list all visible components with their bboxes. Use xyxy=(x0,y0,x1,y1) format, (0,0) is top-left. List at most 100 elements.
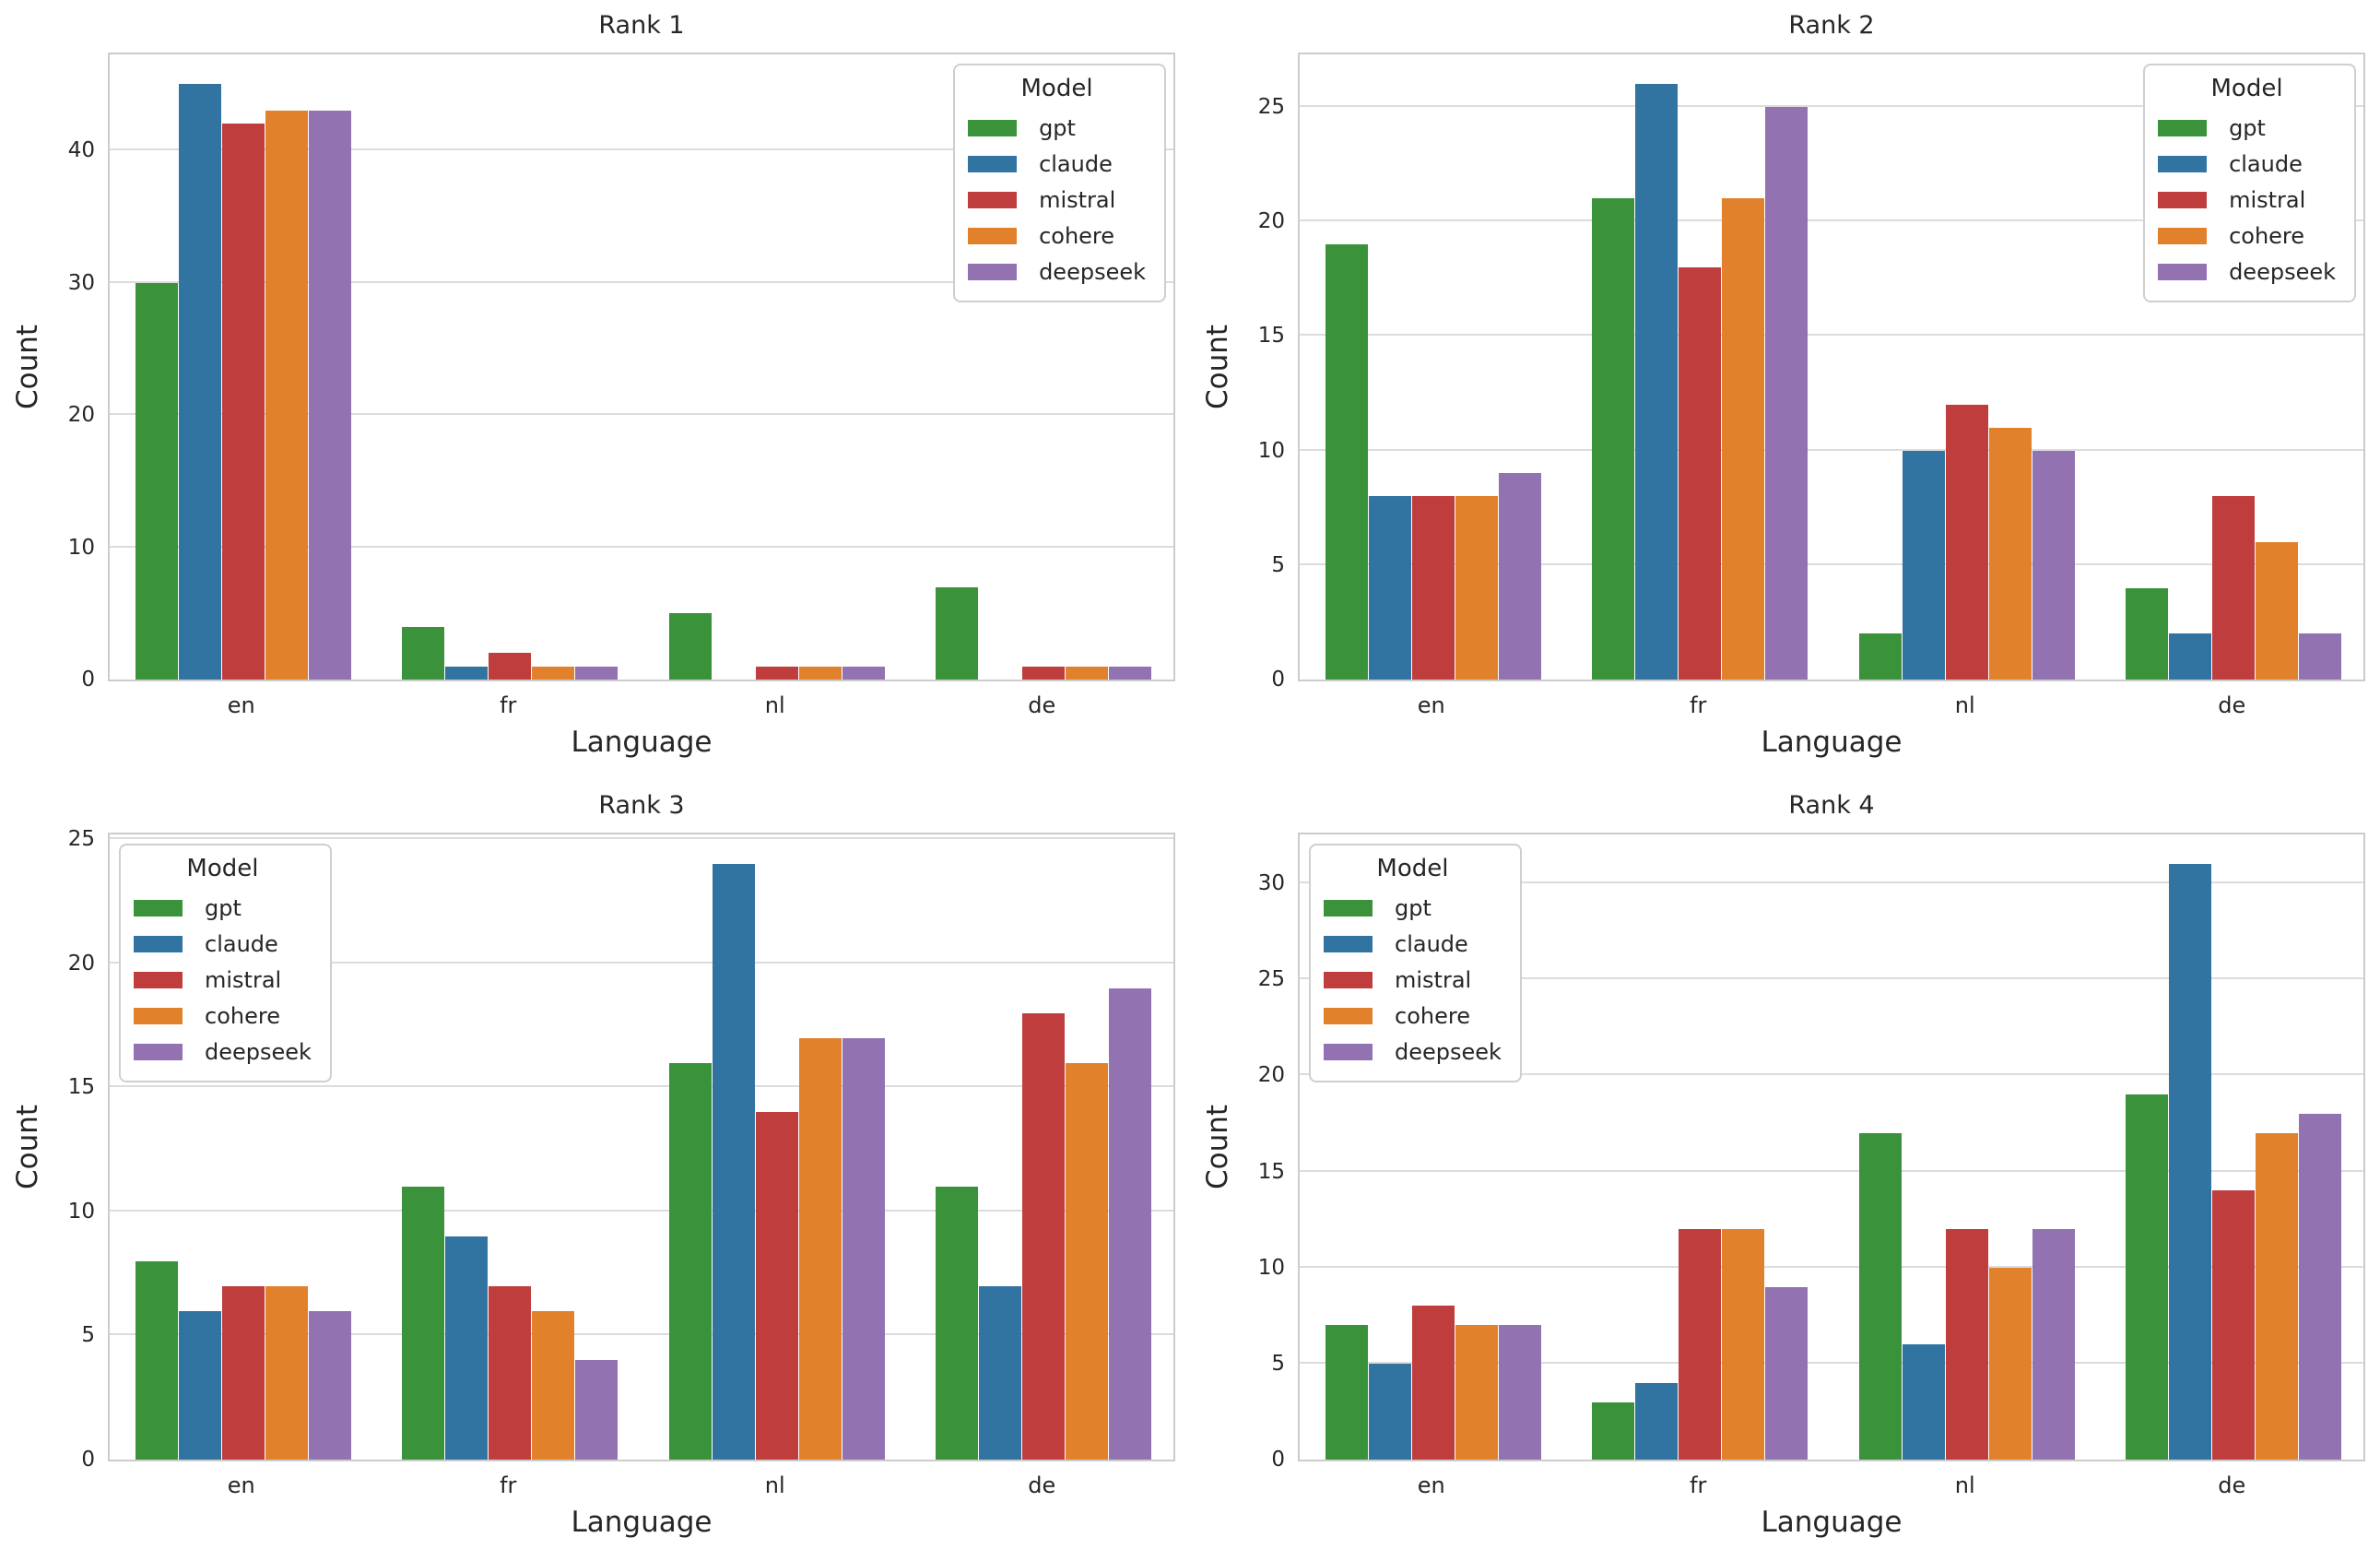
legend-item-label: gpt xyxy=(1395,894,1432,921)
bar-rank-1-de-gpt xyxy=(936,587,979,680)
plot-area: Model gpt claude mistral cohere deepseek xyxy=(1298,833,2365,1461)
y-tick-label: 30 xyxy=(1257,871,1285,896)
gridline xyxy=(1300,219,2363,222)
x-axis-label: Language xyxy=(1761,726,1903,759)
plot-area: Model gpt claude mistral cohere deepseek xyxy=(108,53,1175,681)
bar-rank-3-nl-claude xyxy=(712,864,755,1460)
legend-item-mistral: mistral xyxy=(2158,182,2336,218)
bar-rank-4-de-deepseek xyxy=(2299,1114,2342,1460)
gridline xyxy=(110,961,1173,964)
x-tick-label: de xyxy=(2218,692,2246,718)
legend-item-label: claude xyxy=(205,930,278,957)
y-tick-label: 5 xyxy=(81,1323,95,1348)
legend-item-label: gpt xyxy=(1039,114,1076,141)
subplot-rank-1: Rank 1 Model gpt claude mistral cohere deepsee… xyxy=(0,0,1190,780)
bar-rank-1-en-cohere xyxy=(265,111,308,680)
y-tick-label: 0 xyxy=(81,668,95,692)
legend-swatch-cohere xyxy=(2158,227,2208,244)
y-axis-label: Count xyxy=(11,1104,44,1190)
legend-swatch-cohere xyxy=(1324,1007,1373,1024)
bar-rank-2-fr-deepseek xyxy=(1765,107,1809,680)
bar-rank-4-de-gpt xyxy=(2126,1094,2169,1460)
gridline xyxy=(110,545,1173,548)
bar-rank-4-fr-cohere xyxy=(1722,1229,1765,1460)
legend-swatch-gpt xyxy=(1324,899,1373,916)
legend-item-label: deepseek xyxy=(205,1038,312,1065)
gridline xyxy=(1300,881,2363,884)
x-tick-label: fr xyxy=(1690,1472,1707,1498)
legend-item-gpt: gpt xyxy=(134,890,312,926)
bar-group-nl xyxy=(1833,54,2101,680)
bar-rank-2-de-deepseek xyxy=(2299,633,2342,680)
x-tick-label: en xyxy=(1417,1472,1445,1498)
y-tick-label: 10 xyxy=(1257,438,1285,463)
y-tick-label: 20 xyxy=(1257,1063,1285,1088)
bar-rank-3-de-claude xyxy=(979,1286,1022,1460)
subplot-rank-2: Rank 2 Model gpt claude mistral cohere deepsee… xyxy=(1190,0,2380,780)
legend-item-label: gpt xyxy=(2229,114,2266,141)
bar-group-nl xyxy=(1833,834,2101,1460)
bar-rank-3-nl-mistral xyxy=(755,1112,798,1460)
bar-rank-2-en-deepseek xyxy=(1498,473,1541,680)
legend-item-label: mistral xyxy=(1039,186,1116,213)
bar-rank-2-fr-cohere xyxy=(1722,198,1765,680)
x-tick-label: en xyxy=(227,1472,255,1498)
bar-rank-1-en-deepseek xyxy=(308,111,351,680)
x-tick-label: fr xyxy=(500,1472,517,1498)
legend-item-cohere: cohere xyxy=(134,998,312,1034)
gridline xyxy=(110,1333,1173,1336)
subplot-rank-4: Rank 4 Model gpt claude mistral cohere deepsee… xyxy=(1190,780,2380,1560)
bar-rank-1-de-cohere xyxy=(1066,667,1109,680)
bar-rank-3-fr-claude xyxy=(445,1236,489,1460)
bar-rank-4-nl-gpt xyxy=(1858,1133,1902,1460)
x-tick-label: nl xyxy=(1954,1472,1975,1498)
legend: Model gpt claude mistral cohere deepseek xyxy=(1309,844,1522,1082)
y-tick-label: 15 xyxy=(1257,1159,1285,1184)
bar-rank-3-de-deepseek xyxy=(1109,988,1152,1460)
legend-item-label: mistral xyxy=(205,966,282,993)
bar-rank-4-en-cohere xyxy=(1455,1325,1498,1460)
y-axis-label: Count xyxy=(11,324,44,410)
x-tick-label: en xyxy=(227,692,255,718)
gridline xyxy=(1300,1169,2363,1172)
bar-rank-4-nl-deepseek xyxy=(2032,1229,2075,1460)
legend-swatch-cohere xyxy=(134,1007,183,1024)
bar-group-fr xyxy=(1567,834,1834,1460)
legend-item-label: deepseek xyxy=(1039,258,1146,285)
bar-rank-3-nl-deepseek xyxy=(842,1038,885,1460)
bar-rank-4-en-claude xyxy=(1368,1364,1411,1460)
gridline xyxy=(110,1209,1173,1212)
bar-rank-3-de-mistral xyxy=(1022,1013,1066,1460)
legend-swatch-claude xyxy=(968,155,1018,172)
legend-item-label: claude xyxy=(1039,150,1113,177)
gridline xyxy=(110,280,1173,283)
x-tick-label: nl xyxy=(764,1472,785,1498)
bar-rank-4-nl-cohere xyxy=(1988,1268,2032,1460)
legend-item-deepseek: deepseek xyxy=(134,1034,312,1070)
bar-rank-2-de-cohere xyxy=(2256,542,2299,680)
y-tick-label: 30 xyxy=(67,270,95,295)
bar-rank-4-en-mistral xyxy=(1411,1306,1455,1460)
legend-item-gpt: gpt xyxy=(1324,890,1502,926)
bar-rank-3-fr-gpt xyxy=(402,1187,445,1460)
chart-title: Rank 2 xyxy=(1788,11,1875,40)
bar-group-en xyxy=(110,54,377,680)
y-tick-label: 10 xyxy=(1257,1255,1285,1280)
bar-rank-1-nl-cohere xyxy=(798,667,842,680)
chart-title: Rank 4 xyxy=(1788,791,1875,820)
legend-title: Model xyxy=(1376,855,1449,882)
y-tick-label: 10 xyxy=(67,1199,95,1224)
bar-rank-4-fr-claude xyxy=(1635,1383,1679,1460)
legend-item-claude: claude xyxy=(968,146,1146,182)
legend-item-label: cohere xyxy=(2229,222,2305,249)
y-tick-label: 20 xyxy=(67,951,95,976)
bar-rank-1-fr-mistral xyxy=(489,653,532,680)
x-tick-label: fr xyxy=(500,692,517,718)
gridline xyxy=(1300,977,2363,980)
y-axis-label: Count xyxy=(1201,324,1234,410)
x-tick-label: de xyxy=(2218,1472,2246,1498)
gridline xyxy=(1300,334,2363,337)
legend-item-label: claude xyxy=(2229,150,2303,177)
y-tick-label: 5 xyxy=(1271,1351,1285,1376)
